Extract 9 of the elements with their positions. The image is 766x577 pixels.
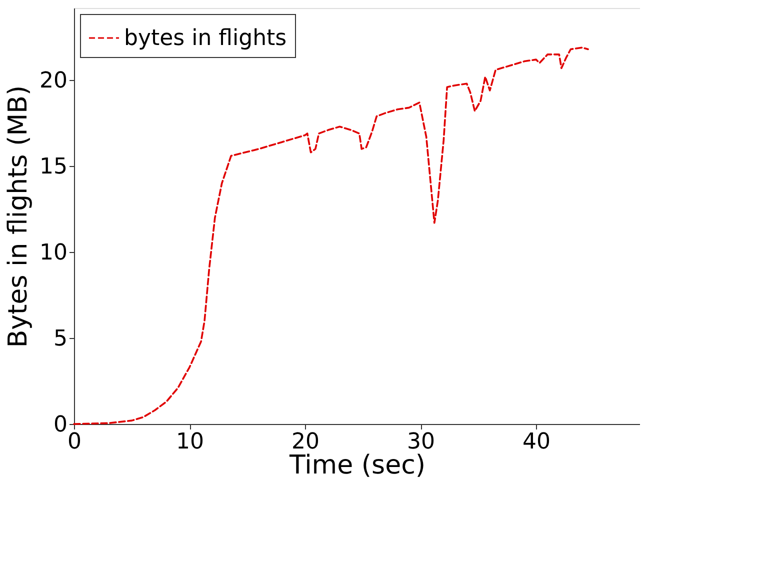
- y-tick-label: 15: [40, 154, 68, 180]
- y-tick-label: 5: [54, 326, 68, 352]
- y-tick-label: 20: [40, 68, 68, 94]
- x-tick-label: 10: [176, 430, 204, 454]
- y-axis-title: Bytes in flights (MB): [4, 85, 34, 348]
- legend-label: bytes in flights: [124, 26, 287, 51]
- y-tick-label: 0: [54, 412, 68, 438]
- x-tick-label: 40: [522, 430, 551, 454]
- y-tick-label: 10: [40, 240, 68, 266]
